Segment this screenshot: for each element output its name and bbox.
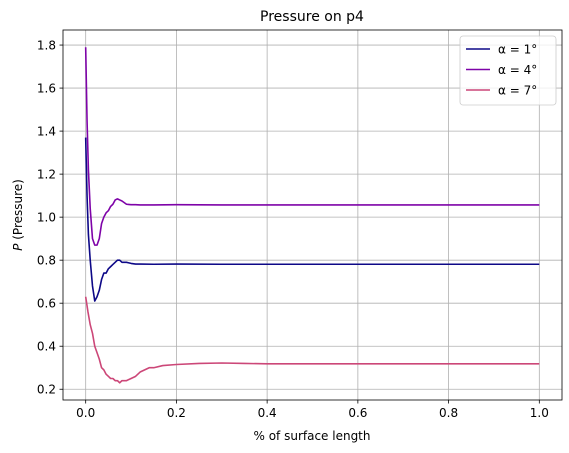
y-axis-label: P (Pressure) [11, 179, 25, 251]
y-tick-label: 0.6 [37, 296, 56, 310]
legend: α = 1° α = 4° α = 7° [459, 35, 557, 106]
x-axis-label: % of surface length [253, 429, 370, 443]
x-tick-label: 0.4 [258, 406, 277, 420]
series-line-2 [84, 47, 540, 246]
y-axis-ticks: 0.2 0.4 0.6 0.8 1.0 1.2 1.4 1.6 1.8 [37, 38, 63, 397]
legend-label: α = 7° [498, 83, 537, 97]
series-line-1 [84, 137, 540, 302]
x-tick-label: 0.2 [167, 406, 186, 420]
legend-label: α = 1° [498, 42, 537, 56]
series-lines [84, 47, 540, 384]
y-tick-label: 1.2 [37, 167, 56, 181]
y-tick-label: 1.8 [37, 38, 56, 52]
y-tick-label: 1.0 [37, 210, 56, 224]
x-tick-label: 1.0 [530, 406, 549, 420]
legend-box [459, 35, 557, 106]
plot-frame [62, 29, 563, 401]
x-tick-label: 0.8 [439, 406, 458, 420]
y-axis-label-symbol: P [11, 243, 25, 251]
series-line-3 [84, 296, 540, 384]
x-tick-label: 0.0 [76, 406, 95, 420]
y-axis-label-text: (Pressure) [11, 179, 25, 243]
x-tick-label: 0.6 [348, 406, 367, 420]
y-tick-label: 0.4 [37, 340, 56, 354]
y-tick-label: 1.6 [37, 81, 56, 95]
x-axis-ticks: 0.0 0.2 0.4 0.6 0.8 1.0 [76, 400, 549, 420]
chart-title: Pressure on p4 [260, 9, 364, 25]
grid [63, 30, 562, 400]
y-tick-label: 1.4 [37, 124, 56, 138]
legend-label: α = 4° [498, 63, 537, 77]
y-tick-label: 0.8 [37, 253, 56, 267]
y-tick-label: 0.2 [37, 383, 56, 397]
